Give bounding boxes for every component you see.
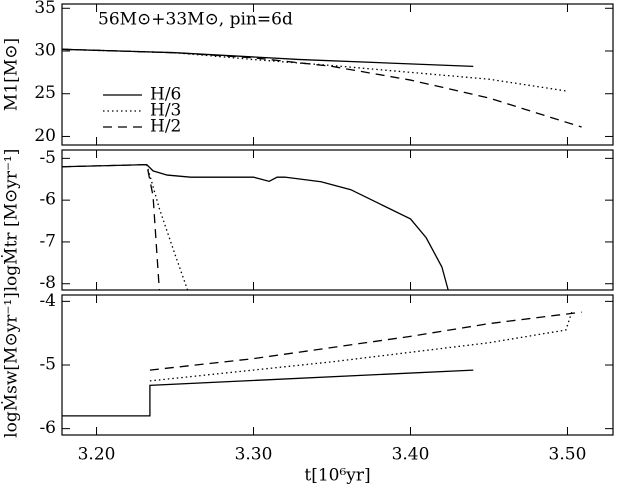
y-tick-label: -4	[39, 291, 56, 311]
legend-label: H/3	[150, 101, 181, 121]
y-tick-label: -5	[39, 148, 56, 168]
chart-title: 56M⊙+33M⊙, pin=6d	[98, 10, 293, 30]
y-tick-label: 30	[34, 41, 56, 61]
y-tick-label: -6	[39, 418, 56, 438]
series-line	[149, 311, 582, 371]
x-tick-label: 3.50	[549, 445, 587, 465]
series-line	[61, 48, 582, 128]
y-tick-label: 35	[34, 0, 56, 18]
panel-frame	[61, 294, 614, 436]
series-line	[61, 48, 474, 68]
y-tick-label: -5	[39, 355, 56, 375]
series-line	[146, 164, 189, 291]
x-tick-label: 3.20	[78, 445, 116, 465]
x-tick-label: 3.40	[392, 445, 430, 465]
panel-frame	[61, 149, 614, 291]
y-axis-label: logṀtr [M⊙yr⁻¹]	[1, 149, 22, 292]
panel-frame	[61, 3, 614, 146]
y-tick-label: -6	[39, 190, 56, 210]
series-line	[61, 48, 568, 92]
series-line	[61, 163, 449, 291]
y-axis-label: logṀsw[M⊙yr⁻¹]	[1, 292, 22, 438]
legend-label: H/2	[150, 117, 181, 137]
y-axis-label: M1[M⊙]	[2, 38, 22, 111]
legend-label: H/6	[150, 85, 181, 105]
x-tick-label: 3.30	[235, 445, 273, 465]
x-axis-label: t[10⁶yr]	[304, 466, 370, 486]
series-line	[149, 310, 573, 382]
series-line	[61, 163, 160, 291]
series-line	[62, 369, 474, 417]
y-tick-label: 25	[34, 83, 56, 103]
y-tick-label: -8	[39, 273, 56, 293]
y-tick-label: 20	[34, 126, 56, 146]
y-tick-label: -7	[39, 231, 56, 251]
